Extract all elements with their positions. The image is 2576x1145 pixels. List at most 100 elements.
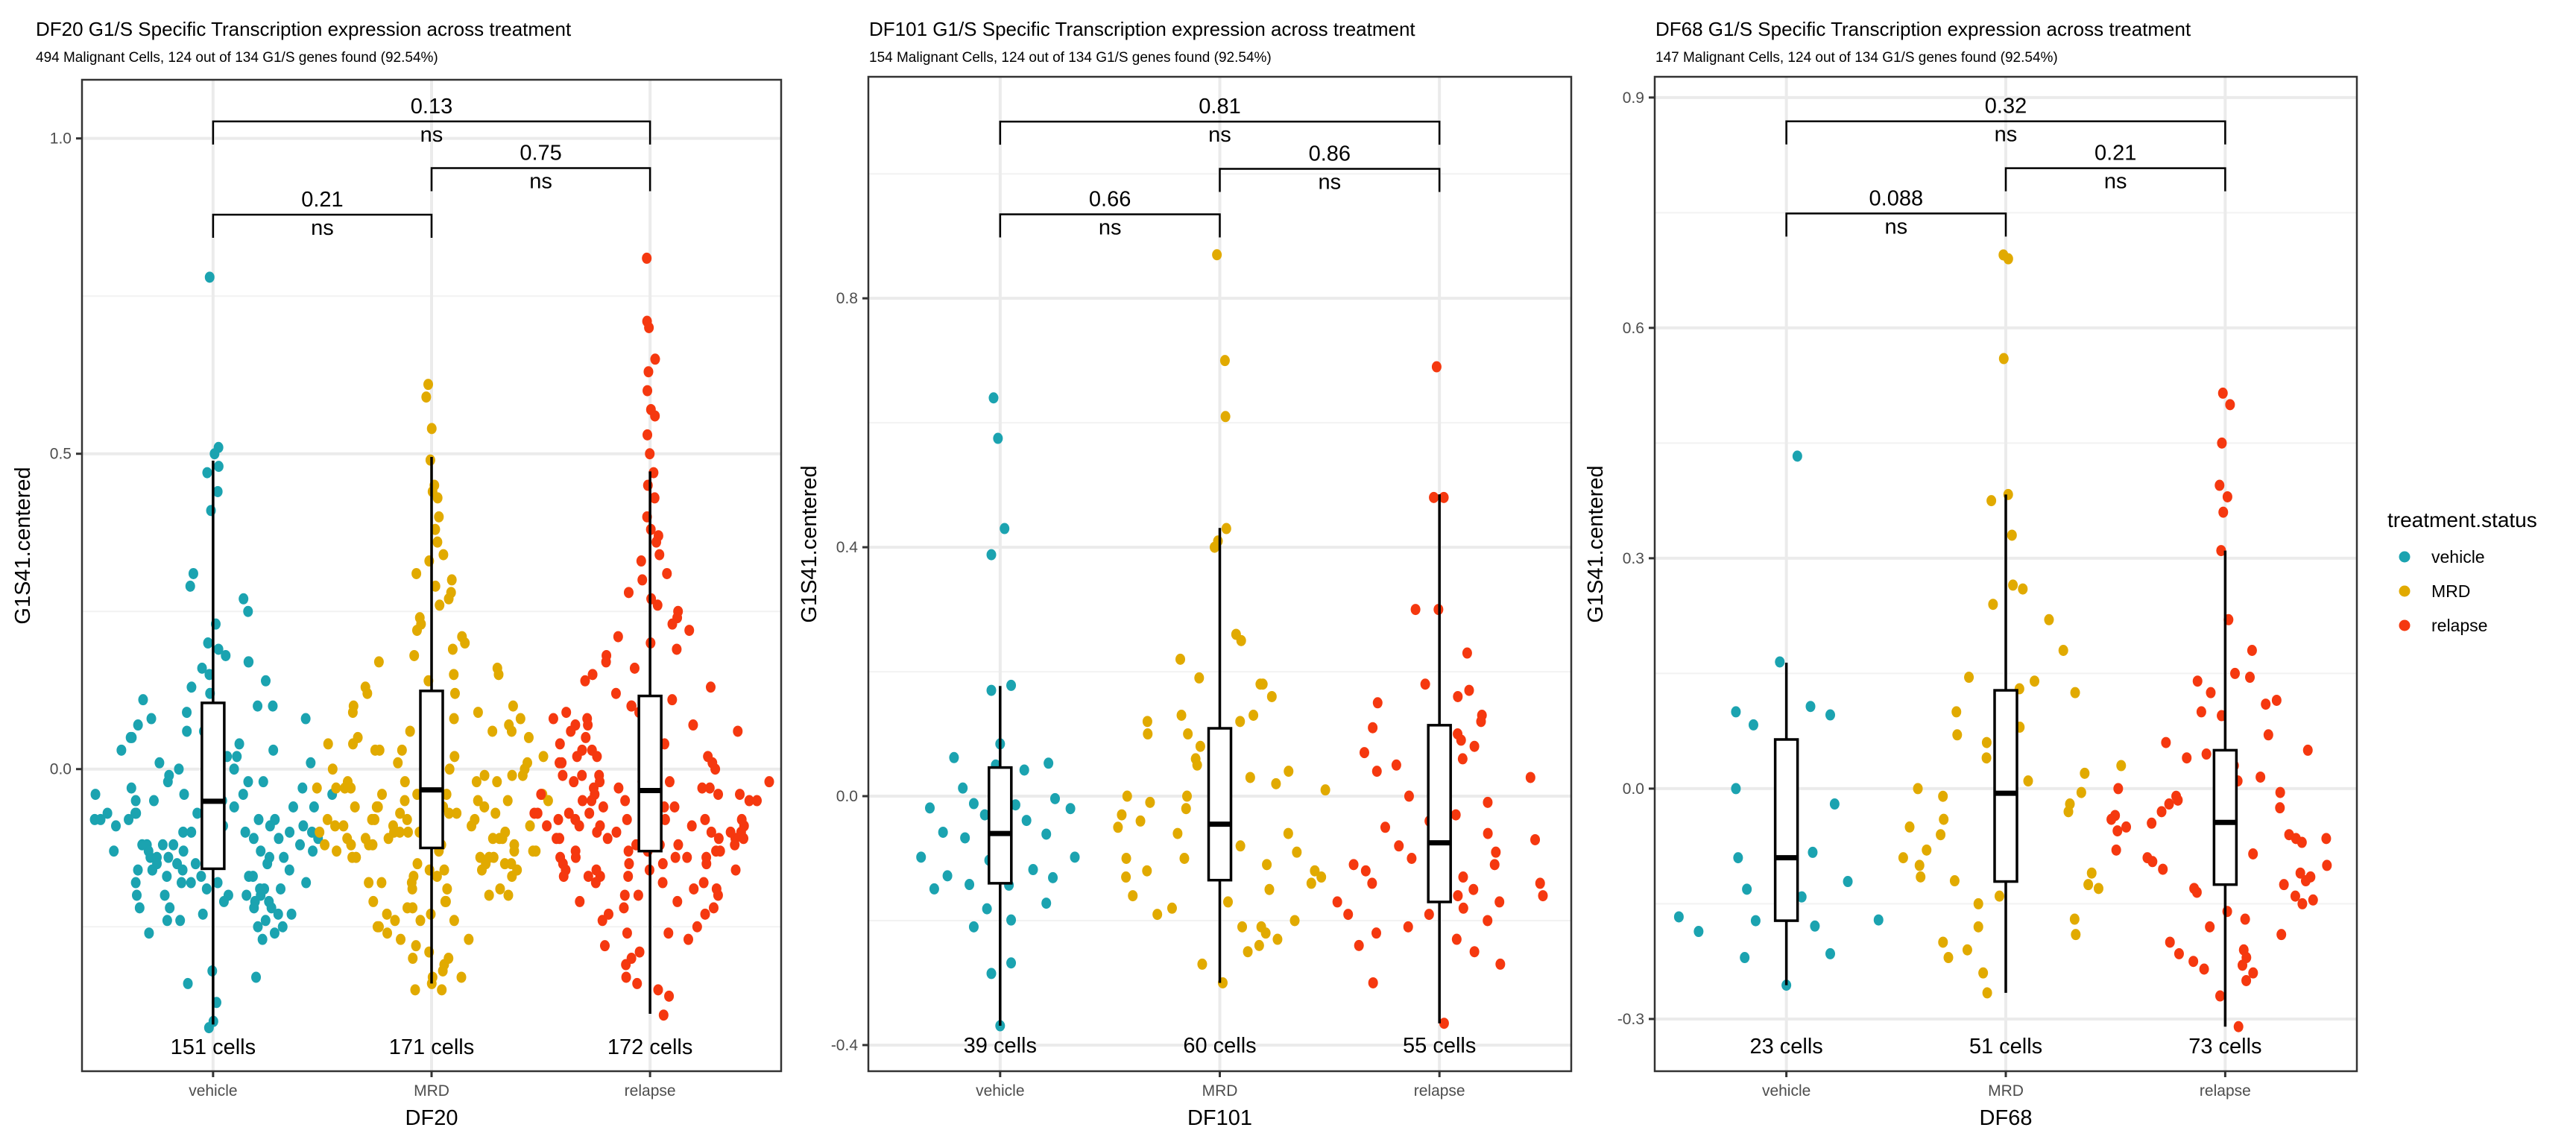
data-point (1255, 678, 1266, 690)
data-point (672, 643, 682, 655)
data-point (1469, 740, 1480, 752)
chart-title: DF68 G1/S Specific Transcription express… (1655, 18, 2191, 40)
data-point (390, 915, 400, 927)
data-point (739, 833, 749, 845)
data-point (249, 902, 259, 914)
data-point (542, 820, 552, 832)
x-tick-label: MRD (1202, 1082, 1238, 1100)
data-point (2261, 698, 2271, 710)
data-point (382, 908, 392, 920)
data-point (196, 871, 206, 883)
data-point (1952, 729, 1963, 741)
data-point (298, 820, 309, 832)
comparison-bracket: 0.81 ns (999, 95, 1441, 147)
data-point (306, 757, 316, 769)
box-iqr (419, 690, 444, 850)
data-point (1019, 764, 1029, 776)
data-point (1981, 752, 1992, 764)
data-point (144, 927, 154, 939)
data-point (476, 864, 487, 876)
data-point (553, 813, 564, 825)
data-point (1462, 647, 1472, 659)
data-point (619, 902, 629, 914)
data-point (704, 782, 715, 794)
data-point (623, 871, 634, 883)
boxplot-mrd (1993, 494, 2018, 993)
data-point (1994, 890, 2004, 902)
data-point (1272, 933, 1283, 945)
legend-marker (2399, 551, 2411, 563)
data-point (1916, 871, 1926, 883)
data-point (475, 851, 485, 863)
data-point (651, 536, 662, 548)
data-point (284, 864, 294, 876)
data-point (1525, 772, 1535, 783)
data-point (965, 879, 975, 891)
data-point (2201, 748, 2212, 760)
data-point (730, 864, 741, 876)
data-point (2071, 929, 2081, 941)
data-point (552, 833, 562, 845)
legend-label: relapse (2431, 616, 2487, 635)
data-point (555, 738, 565, 750)
data-point (1122, 790, 1132, 802)
data-point (124, 813, 134, 825)
data-point (188, 567, 198, 579)
data-point (730, 839, 740, 851)
data-point (265, 820, 275, 832)
data-point (1951, 706, 1962, 718)
data-point (146, 713, 157, 725)
data-point (443, 953, 454, 965)
data-point (657, 877, 668, 889)
data-point (495, 883, 505, 895)
data-point (662, 567, 672, 579)
data-point (277, 921, 288, 933)
data-point (441, 789, 452, 801)
data-point (982, 903, 992, 915)
data-point (430, 580, 441, 592)
data-point (591, 864, 602, 876)
data-point (479, 769, 490, 781)
data-point (138, 694, 148, 706)
data-point (925, 802, 935, 814)
data-point (434, 511, 444, 523)
data-point (1489, 859, 1500, 871)
data-point (312, 782, 322, 794)
data-point (2248, 967, 2258, 979)
data-point (364, 839, 374, 851)
data-point (137, 839, 148, 851)
data-point (502, 795, 513, 807)
data-point (2216, 545, 2226, 557)
data-point (1538, 890, 1548, 902)
x-tick-label: MRD (414, 1082, 449, 1100)
data-point (1873, 914, 1884, 926)
data-point (1000, 523, 1010, 534)
legend: treatment.status vehicle MRD relapse (2387, 508, 2537, 635)
data-point (592, 826, 602, 838)
cell-count-label: 51 cells (1969, 1035, 2042, 1059)
data-point (1731, 783, 1741, 795)
data-point (1453, 690, 1463, 702)
data-point (2215, 990, 2226, 1002)
data-point (1368, 722, 1378, 734)
data-point (689, 883, 699, 895)
significance-label: ns (1319, 171, 1342, 195)
data-point (182, 725, 192, 737)
data-point (1152, 909, 1163, 921)
p-value-label: 0.86 (1309, 142, 1351, 166)
bracket-line (2004, 167, 2226, 192)
data-point (492, 776, 502, 788)
data-point (409, 649, 420, 661)
cell-count-label: 23 cells (1749, 1035, 1822, 1059)
data-point (1829, 798, 1840, 810)
data-point (611, 826, 622, 838)
data-point (558, 769, 568, 781)
data-point (260, 915, 271, 927)
data-point (1316, 871, 1327, 883)
data-point (229, 801, 239, 813)
data-point (1439, 491, 1449, 503)
comparison-bracket: 0.13 ns (212, 95, 651, 147)
data-point (670, 851, 681, 863)
data-point (439, 864, 449, 876)
boxplot-mrd (1207, 528, 1233, 983)
